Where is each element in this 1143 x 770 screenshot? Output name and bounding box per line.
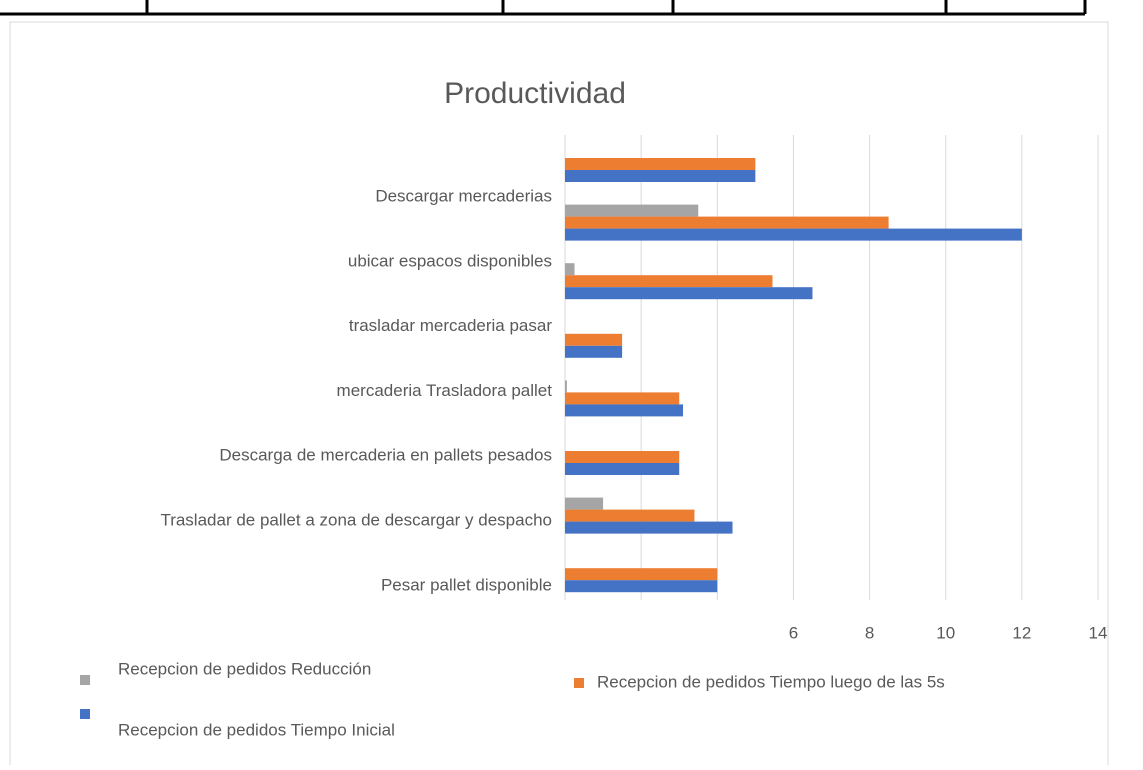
x-tick-label: 8 bbox=[865, 623, 874, 642]
legend-label: Recepcion de pedidos Reducción bbox=[118, 659, 371, 678]
x-tick-label: 14 bbox=[1089, 623, 1108, 642]
y-tick-label: Pesar pallet disponible bbox=[381, 575, 552, 594]
legend-swatch bbox=[80, 709, 90, 719]
bar bbox=[565, 204, 699, 217]
x-tick-label: 6 bbox=[789, 623, 798, 642]
bar bbox=[565, 228, 1022, 241]
bar bbox=[565, 451, 680, 463]
bar bbox=[565, 580, 718, 593]
bar bbox=[565, 463, 680, 475]
bar bbox=[565, 568, 718, 581]
y-tick-label: trasladar mercaderia pasar bbox=[349, 316, 552, 335]
y-tick-label: Descarga de mercaderia en pallets pesado… bbox=[219, 446, 552, 465]
bar bbox=[565, 287, 813, 300]
x-tick-label: 12 bbox=[1012, 623, 1031, 642]
bar bbox=[565, 275, 773, 288]
chart-title: Productividad bbox=[444, 77, 626, 110]
x-tick-label: 10 bbox=[936, 623, 955, 642]
legend-label: Recepcion de pedidos Tiempo luego de las… bbox=[597, 672, 945, 691]
bar bbox=[565, 345, 623, 358]
y-tick-label: ubicar espacos disponibles bbox=[348, 251, 552, 270]
y-tick-label: Descargar mercaderias bbox=[375, 186, 552, 205]
legend-swatch bbox=[80, 675, 90, 685]
chart-border bbox=[9, 21, 1109, 770]
y-tick-label: mercaderia Trasladora pallet bbox=[337, 381, 553, 400]
bar bbox=[565, 263, 575, 276]
bar bbox=[565, 509, 695, 522]
bar bbox=[565, 170, 756, 182]
legend-swatch bbox=[574, 678, 584, 688]
top-table bbox=[0, 0, 1087, 16]
bar bbox=[565, 404, 684, 417]
bar bbox=[565, 521, 733, 534]
y-tick-label: Trasladar de pallet a zona de descargar … bbox=[160, 510, 552, 529]
bar bbox=[565, 333, 623, 346]
bar bbox=[565, 216, 889, 229]
bar bbox=[565, 497, 604, 510]
bar bbox=[565, 158, 756, 170]
bar bbox=[565, 380, 567, 393]
legend-label: Recepcion de pedidos Tiempo Inicial bbox=[118, 720, 395, 739]
bar bbox=[565, 392, 680, 405]
